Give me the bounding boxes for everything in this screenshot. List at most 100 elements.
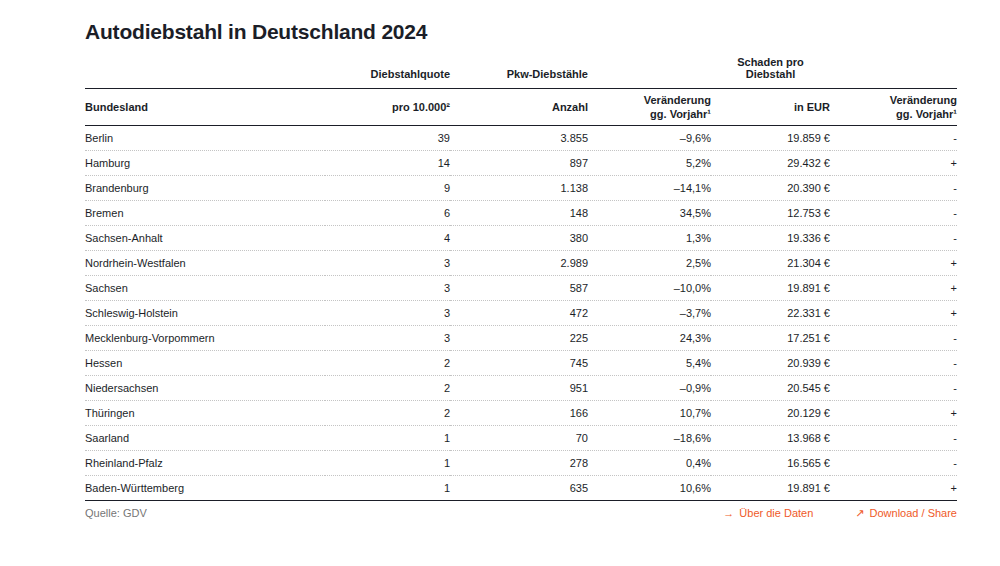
cell-diebstahlquote: 14	[325, 150, 450, 175]
cell-veraenderung-pkw: –14,1%	[588, 175, 711, 200]
table-row: Brandenburg 9 1.138 –14,1% 20.390 € -	[85, 175, 957, 200]
car-theft-table: Diebstahlquote Pkw-Diebstähle Schaden pr…	[85, 48, 957, 501]
table-row: Mecklenburg-Vorpommern 3 225 24,3% 17.25…	[85, 325, 957, 350]
cell-schaden-eur: 19.891 €	[711, 475, 830, 500]
cell-schaden-trend: -	[830, 325, 957, 350]
group-header-schaden-line2: Diebstahl	[711, 68, 830, 80]
cell-schaden-trend: +	[830, 300, 957, 325]
table-footer: Quelle: GDV → Über die Daten ↗ Download …	[85, 507, 957, 520]
table-row: Baden-Württemberg 1 635 10,6% 19.891 € +	[85, 475, 957, 500]
cell-schaden-trend: +	[830, 150, 957, 175]
table-row: Hamburg 14 897 5,2% 29.432 € +	[85, 150, 957, 175]
column-header-veraenderung-line2: gg. Vorjahr¹	[830, 107, 957, 121]
cell-schaden-eur: 20.129 €	[711, 400, 830, 425]
cell-anzahl: 2.989	[450, 250, 588, 275]
page-title: Autodiebstahl in Deutschland 2024	[85, 0, 957, 44]
cell-veraenderung-pkw: 5,2%	[588, 150, 711, 175]
cell-schaden-trend: -	[830, 175, 957, 200]
cell-veraenderung-pkw: 0,4%	[588, 450, 711, 475]
column-header-veraenderung-line2: gg. Vorjahr¹	[588, 107, 711, 121]
source-note: Quelle: GDV	[85, 507, 147, 519]
group-header-diebstahlquote: Diebstahlquote	[325, 48, 450, 88]
cell-bundesland: Brandenburg	[85, 175, 325, 200]
cell-bundesland: Nordrhein-Westfalen	[85, 250, 325, 275]
cell-schaden-trend: -	[830, 350, 957, 375]
group-header-schaden-line1: Schaden pro	[711, 56, 830, 68]
cell-diebstahlquote: 3	[325, 300, 450, 325]
column-header-veraenderung-schaden: Veränderung gg. Vorjahr¹	[830, 88, 957, 125]
cell-schaden-trend: -	[830, 450, 957, 475]
cell-bundesland: Schleswig-Holstein	[85, 300, 325, 325]
cell-anzahl: 635	[450, 475, 588, 500]
cell-schaden-trend: +	[830, 475, 957, 500]
column-header-in-eur: in EUR	[711, 88, 830, 125]
cell-schaden-eur: 29.432 €	[711, 150, 830, 175]
cell-schaden-eur: 20.545 €	[711, 375, 830, 400]
cell-bundesland: Berlin	[85, 125, 325, 150]
cell-anzahl: 587	[450, 275, 588, 300]
group-header-spacer	[588, 48, 711, 88]
column-header-veraenderung-pkw: Veränderung gg. Vorjahr¹	[588, 88, 711, 125]
cell-bundesland: Sachsen-Anhalt	[85, 225, 325, 250]
table-row: Saarland 1 70 –18,6% 13.968 € -	[85, 425, 957, 450]
table-row: Sachsen-Anhalt 4 380 1,3% 19.336 € -	[85, 225, 957, 250]
cell-diebstahlquote: 39	[325, 125, 450, 150]
cell-veraenderung-pkw: 24,3%	[588, 325, 711, 350]
cell-bundesland: Niedersachsen	[85, 375, 325, 400]
cell-diebstahlquote: 6	[325, 200, 450, 225]
cell-veraenderung-pkw: 1,3%	[588, 225, 711, 250]
column-header-row: Bundesland pro 10.000² Anzahl Veränderun…	[85, 88, 957, 125]
cell-bundesland: Mecklenburg-Vorpommern	[85, 325, 325, 350]
cell-bundesland: Hamburg	[85, 150, 325, 175]
cell-schaden-trend: +	[830, 250, 957, 275]
arrow-up-right-icon: ↗	[855, 507, 864, 520]
group-header-row: Diebstahlquote Pkw-Diebstähle Schaden pr…	[85, 48, 957, 88]
cell-bundesland: Bremen	[85, 200, 325, 225]
cell-veraenderung-pkw: –10,0%	[588, 275, 711, 300]
cell-diebstahlquote: 2	[325, 375, 450, 400]
group-header-pkw-diebstaehle: Pkw-Diebstähle	[450, 48, 588, 88]
cell-anzahl: 166	[450, 400, 588, 425]
cell-schaden-eur: 19.336 €	[711, 225, 830, 250]
cell-anzahl: 148	[450, 200, 588, 225]
column-header-veraenderung-line1: Veränderung	[830, 93, 957, 107]
cell-bundesland: Thüringen	[85, 400, 325, 425]
about-data-link[interactable]: → Über die Daten	[723, 507, 813, 520]
cell-veraenderung-pkw: –18,6%	[588, 425, 711, 450]
table-row: Berlin 39 3.855 –9,6% 19.859 € -	[85, 125, 957, 150]
cell-bundesland: Baden-Württemberg	[85, 475, 325, 500]
cell-diebstahlquote: 1	[325, 425, 450, 450]
column-header-bundesland: Bundesland	[85, 88, 325, 125]
cell-veraenderung-pkw: –3,7%	[588, 300, 711, 325]
cell-anzahl: 278	[450, 450, 588, 475]
cell-schaden-trend: +	[830, 275, 957, 300]
cell-schaden-trend: -	[830, 125, 957, 150]
cell-schaden-trend: -	[830, 200, 957, 225]
column-header-anzahl: Anzahl	[450, 88, 588, 125]
cell-diebstahlquote: 1	[325, 475, 450, 500]
cell-schaden-eur: 19.891 €	[711, 275, 830, 300]
group-header-schaden-pro-diebstahl: Schaden pro Diebstahl	[711, 48, 830, 88]
cell-veraenderung-pkw: 34,5%	[588, 200, 711, 225]
cell-schaden-eur: 19.859 €	[711, 125, 830, 150]
cell-schaden-trend: -	[830, 225, 957, 250]
table-row: Sachsen 3 587 –10,0% 19.891 € +	[85, 275, 957, 300]
cell-veraenderung-pkw: 10,6%	[588, 475, 711, 500]
cell-schaden-trend: -	[830, 375, 957, 400]
cell-bundesland: Saarland	[85, 425, 325, 450]
about-data-label: Über die Daten	[739, 507, 813, 519]
cell-diebstahlquote: 2	[325, 400, 450, 425]
column-header-quote: pro 10.000²	[325, 88, 450, 125]
cell-anzahl: 1.138	[450, 175, 588, 200]
content-area: Autodiebstahl in Deutschland 2024 Diebst…	[85, 0, 957, 520]
cell-anzahl: 897	[450, 150, 588, 175]
download-share-link[interactable]: ↗ Download / Share	[855, 507, 957, 520]
cell-schaden-eur: 20.939 €	[711, 350, 830, 375]
table-row: Bremen 6 148 34,5% 12.753 € -	[85, 200, 957, 225]
table-row: Thüringen 2 166 10,7% 20.129 € +	[85, 400, 957, 425]
table-row: Hessen 2 745 5,4% 20.939 € -	[85, 350, 957, 375]
cell-schaden-eur: 21.304 €	[711, 250, 830, 275]
table-row: Nordrhein-Westfalen 3 2.989 2,5% 21.304 …	[85, 250, 957, 275]
cell-veraenderung-pkw: 2,5%	[588, 250, 711, 275]
cell-diebstahlquote: 9	[325, 175, 450, 200]
